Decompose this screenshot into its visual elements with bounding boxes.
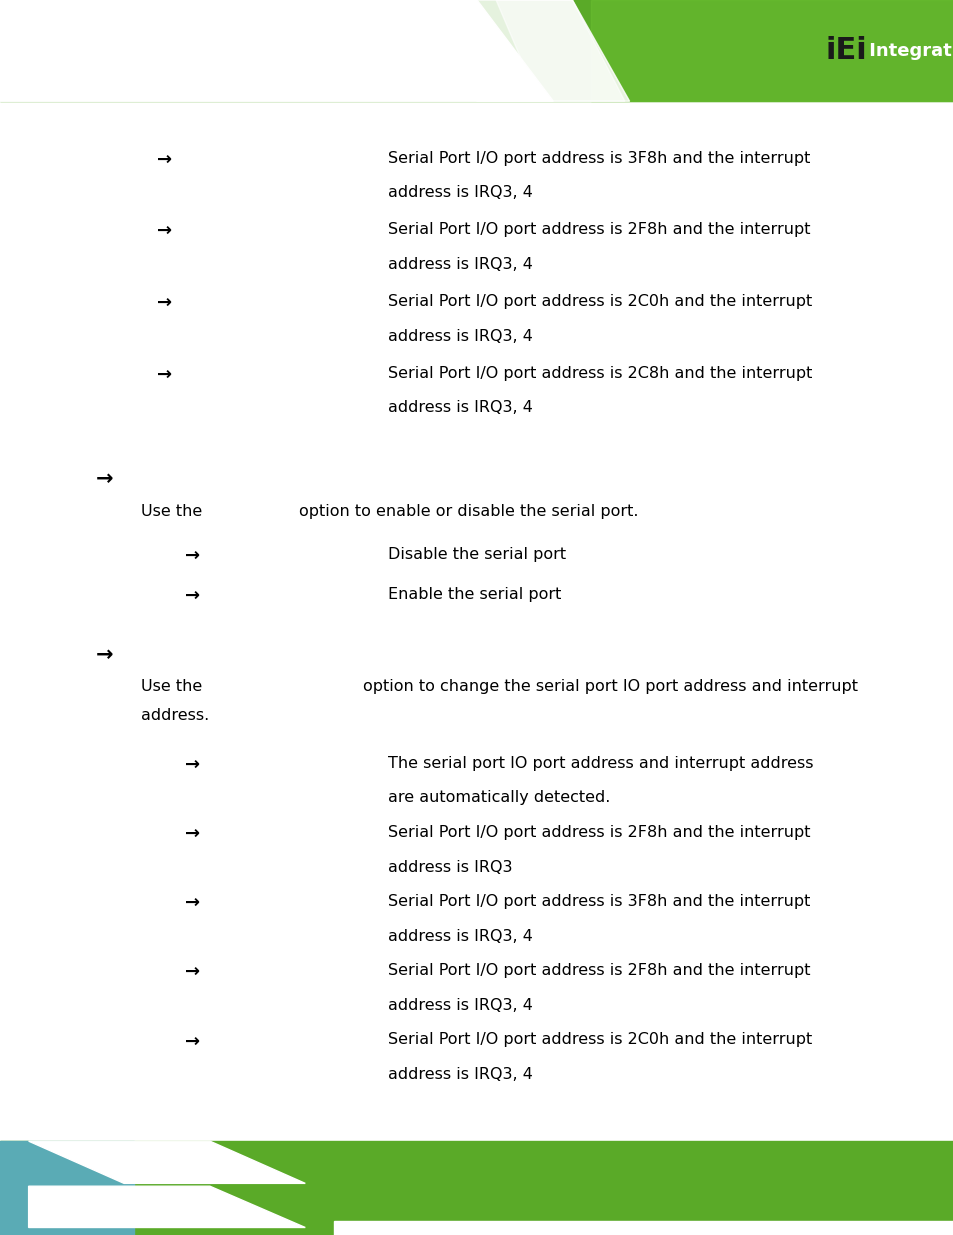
Text: address is IRQ3, 4: address is IRQ3, 4 [388, 257, 533, 272]
Text: iEi: iEi [824, 36, 866, 65]
Bar [0, 1141, 953, 1235]
Text: address is IRQ3, 4: address is IRQ3, 4 [388, 998, 533, 1013]
Text: address is IRQ3, 4: address is IRQ3, 4 [388, 329, 533, 343]
Text: →: → [157, 222, 172, 241]
Text: →: → [157, 366, 172, 384]
Text: →: → [185, 587, 200, 605]
Text: Serial Port I/O port address is 2F8h and the interrupt: Serial Port I/O port address is 2F8h and… [388, 963, 810, 978]
Text: Serial Port I/O port address is 2C0h and the interrupt: Serial Port I/O port address is 2C0h and… [388, 1032, 812, 1047]
Text: address is IRQ3, 4: address is IRQ3, 4 [388, 185, 533, 200]
Text: Enable the serial port: Enable the serial port [388, 587, 561, 601]
Bar [591, 0, 953, 101]
Bar [0, 0, 953, 101]
Text: Serial Port I/O port address is 2F8h and the interrupt: Serial Port I/O port address is 2F8h and… [388, 825, 810, 840]
Text: →: → [95, 645, 112, 664]
Text: The serial port IO port address and interrupt address: The serial port IO port address and inte… [388, 756, 813, 771]
Text: Serial Port I/O port address is 2C8h and the interrupt: Serial Port I/O port address is 2C8h and… [388, 366, 812, 380]
Text: Serial Port I/O port address is 2C0h and the interrupt: Serial Port I/O port address is 2C0h and… [388, 294, 812, 309]
Text: Serial Port I/O port address is 3F8h and the interrupt: Serial Port I/O port address is 3F8h and… [388, 894, 810, 909]
Text: Serial Port I/O port address is 3F8h and the interrupt: Serial Port I/O port address is 3F8h and… [388, 151, 810, 165]
Text: →: → [95, 469, 112, 489]
Text: →: → [185, 547, 200, 566]
Text: option to enable or disable the serial port.: option to enable or disable the serial p… [298, 504, 638, 519]
Text: →: → [185, 756, 200, 774]
Polygon shape [29, 1186, 305, 1228]
Text: Serial Port I/O port address is 2F8h and the interrupt: Serial Port I/O port address is 2F8h and… [388, 222, 810, 237]
Polygon shape [0, 0, 553, 101]
Text: option to change the serial port IO port address and interrupt: option to change the serial port IO port… [362, 679, 857, 694]
Text: →: → [157, 151, 172, 169]
Text: →: → [185, 825, 200, 844]
Text: Use the: Use the [141, 679, 202, 694]
Bar [334, 1221, 953, 1235]
Bar [0, 1141, 133, 1235]
Polygon shape [29, 1141, 305, 1183]
Text: →: → [185, 894, 200, 913]
Text: Use the: Use the [141, 504, 202, 519]
Text: address.: address. [141, 708, 210, 722]
Text: →: → [185, 1032, 200, 1051]
Text: →: → [185, 963, 200, 982]
Text: address is IRQ3: address is IRQ3 [388, 860, 513, 874]
Text: are automatically detected.: are automatically detected. [388, 790, 610, 805]
Text: Integration Corp.: Integration Corp. [862, 42, 953, 59]
Text: →: → [157, 294, 172, 312]
Text: address is IRQ3, 4: address is IRQ3, 4 [388, 929, 533, 944]
Text: address is IRQ3, 4: address is IRQ3, 4 [388, 400, 533, 415]
Text: address is IRQ3, 4: address is IRQ3, 4 [388, 1067, 533, 1082]
Text: Disable the serial port: Disable the serial port [388, 547, 566, 562]
Polygon shape [496, 0, 624, 101]
Polygon shape [419, 0, 629, 101]
